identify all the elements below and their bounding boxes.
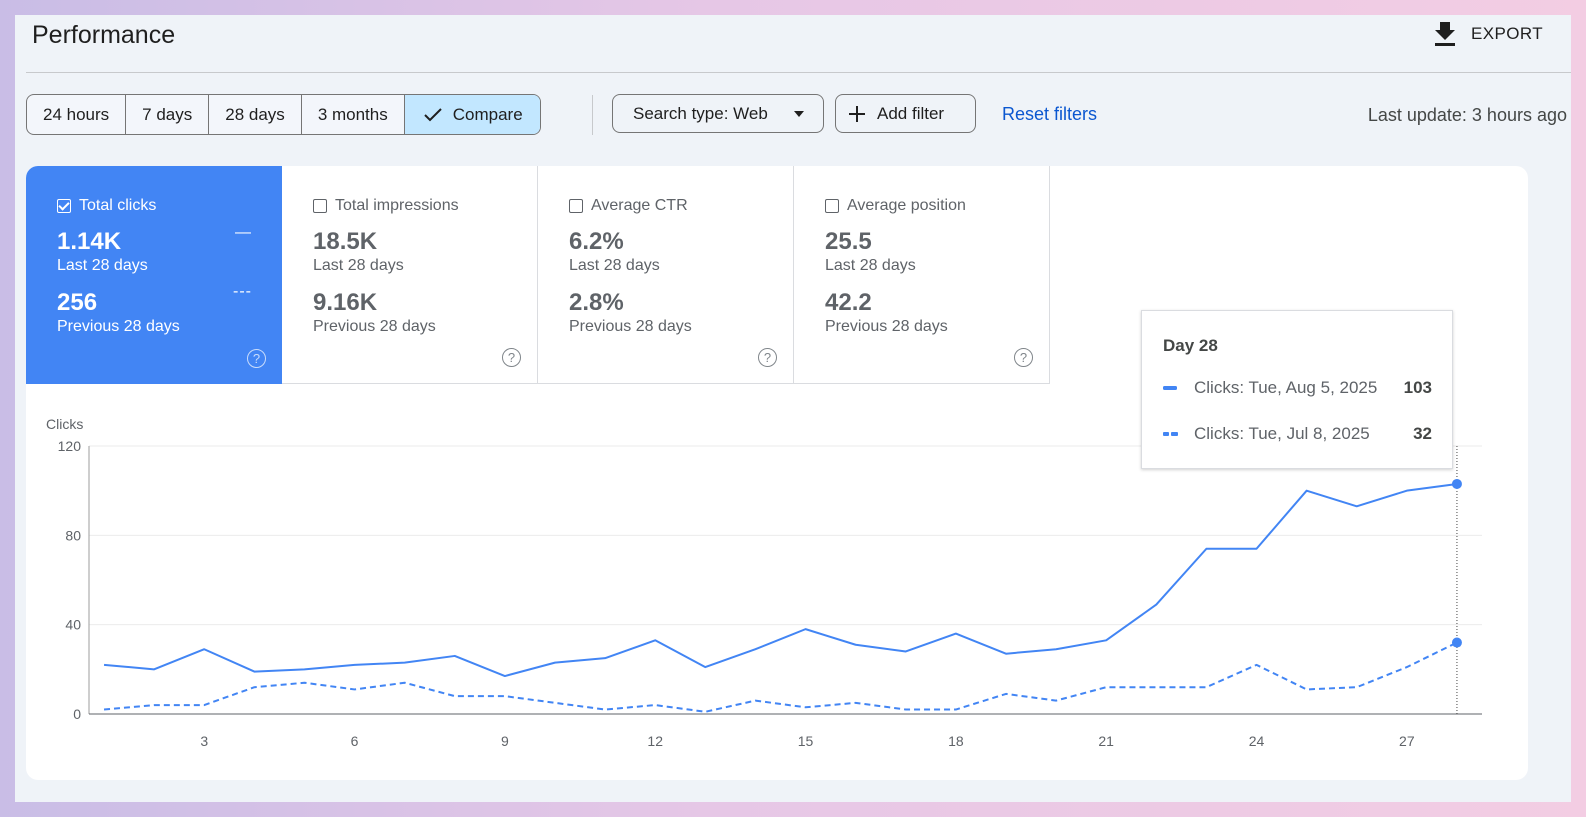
metric-prev-period: Previous 28 days	[569, 318, 692, 335]
x-tick-label: 9	[501, 733, 509, 749]
metric-prev-value: 9.16K	[313, 289, 378, 316]
metric-total-impressions[interactable]: Total impressions 18.5K Last 28 days 9.1…	[282, 166, 538, 384]
export-button[interactable]: EXPORT	[1433, 21, 1543, 47]
metric-label: Average position	[847, 197, 966, 214]
metric-label: Average CTR	[591, 197, 688, 214]
metric-period: Last 28 days	[825, 257, 916, 274]
tooltip-row-previous: Clicks: Tue, Jul 8, 2025 32	[1163, 424, 1432, 444]
add-filter-button[interactable]: Add filter	[835, 94, 976, 133]
performance-card: Total clicks 1.14K Last 28 days 256 Prev…	[26, 166, 1528, 780]
check-icon	[424, 107, 442, 121]
clicks-line-chart: Clicks 0 40 80 120 3 6 9 12 15 18 21 24 27	[46, 416, 1482, 749]
range-3-months[interactable]: 3 months	[300, 95, 404, 134]
metric-period: Last 28 days	[569, 257, 660, 274]
metric-period: Last 28 days	[313, 257, 404, 274]
chart-tooltip: Day 28 Clicks: Tue, Aug 5, 2025 103 Clic…	[1141, 310, 1453, 469]
series-line-current	[103, 482, 1458, 678]
page-title: Performance	[32, 21, 176, 49]
date-range-selector: 24 hours 7 days 28 days 3 months Compare	[26, 94, 541, 135]
metric-prev-value: 42.2	[825, 289, 872, 316]
metric-period: Last 28 days	[57, 257, 148, 274]
metric-average-ctr[interactable]: Average CTR 6.2% Last 28 days 2.8% Previ…	[538, 166, 794, 384]
metric-average-position[interactable]: Average position 25.5 Last 28 days 42.2 …	[794, 166, 1050, 384]
highlight-point	[1451, 637, 1462, 648]
metric-prev-period: Previous 28 days	[57, 318, 180, 335]
last-update-text: Last update: 3 hours ago	[1367, 105, 1567, 125]
solid-line-legend: —	[235, 224, 252, 241]
metric-prev-period: Previous 28 days	[313, 318, 436, 335]
x-tick-label: 21	[1098, 733, 1114, 749]
metric-value: 18.5K	[313, 228, 378, 255]
tooltip-row-value: 103	[1403, 378, 1432, 397]
dropdown-arrow-icon	[794, 110, 804, 117]
y-tick-label: 0	[73, 706, 81, 722]
help-icon[interactable]: ?	[758, 348, 777, 367]
series-line-previous	[103, 641, 1458, 713]
y-tick-label: 40	[65, 617, 81, 633]
metric-value: 25.5	[825, 228, 872, 255]
x-tick-label: 6	[351, 733, 359, 749]
checkbox-average-ctr[interactable]	[569, 199, 583, 213]
tooltip-row-label: Clicks: Tue, Jul 8, 2025	[1194, 424, 1370, 443]
search-type-label: Search type: Web	[633, 103, 768, 123]
export-label: EXPORT	[1471, 24, 1543, 43]
metric-prev-period: Previous 28 days	[825, 318, 948, 335]
metric-value: 1.14K	[57, 228, 122, 255]
app-window: Performance EXPORT 24 hours 7 days 28 da…	[15, 15, 1571, 802]
x-tick-label: 27	[1399, 733, 1415, 749]
x-tick-label: 18	[948, 733, 964, 749]
help-icon[interactable]: ?	[502, 348, 521, 367]
y-tick-label: 80	[65, 527, 81, 543]
x-tick-label: 3	[200, 733, 208, 749]
dashed-line-legend: ---	[233, 283, 252, 300]
range-24-hours[interactable]: 24 hours	[43, 104, 110, 124]
y-axis-label: Clicks	[46, 416, 83, 432]
tooltip-title: Day 28	[1163, 336, 1218, 355]
header-divider	[26, 72, 1571, 73]
checkbox-total-impressions[interactable]	[313, 199, 327, 213]
x-tick-label: 12	[647, 733, 663, 749]
search-type-dropdown[interactable]: Search type: Web	[612, 94, 824, 133]
help-icon[interactable]: ?	[1014, 348, 1033, 367]
add-filter-label: Add filter	[877, 103, 945, 123]
metric-prev-value: 256	[57, 289, 98, 316]
metric-label: Total clicks	[79, 197, 157, 214]
plus-icon	[849, 105, 865, 122]
metric-value: 6.2%	[569, 228, 624, 255]
download-icon	[1435, 22, 1455, 46]
filter-separator	[592, 95, 593, 135]
checkbox-total-clicks[interactable]	[57, 199, 71, 213]
compare-label: Compare	[452, 104, 523, 124]
x-tick-label: 15	[798, 733, 814, 749]
metric-prev-value: 2.8%	[569, 289, 624, 316]
metric-label: Total impressions	[335, 197, 459, 214]
compare-button[interactable]: Compare	[403, 95, 540, 134]
dashed-line-swatch	[1163, 429, 1179, 439]
x-tick-label: 24	[1249, 733, 1265, 749]
tooltip-row-label: Clicks: Tue, Aug 5, 2025	[1194, 378, 1378, 397]
y-tick-label: 120	[58, 438, 82, 454]
range-28-days[interactable]: 28 days	[208, 95, 301, 134]
solid-line-swatch	[1163, 383, 1179, 393]
tooltip-row-value: 32	[1413, 424, 1432, 443]
metric-total-clicks[interactable]: Total clicks 1.14K Last 28 days 256 Prev…	[26, 166, 282, 384]
reset-filters-link[interactable]: Reset filters	[1002, 104, 1098, 124]
tooltip-row-current: Clicks: Tue, Aug 5, 2025 103	[1163, 378, 1432, 398]
highlight-point	[1451, 478, 1462, 489]
help-icon[interactable]: ?	[247, 349, 266, 368]
range-7-days[interactable]: 7 days	[125, 95, 208, 134]
checkbox-average-position[interactable]	[825, 199, 839, 213]
